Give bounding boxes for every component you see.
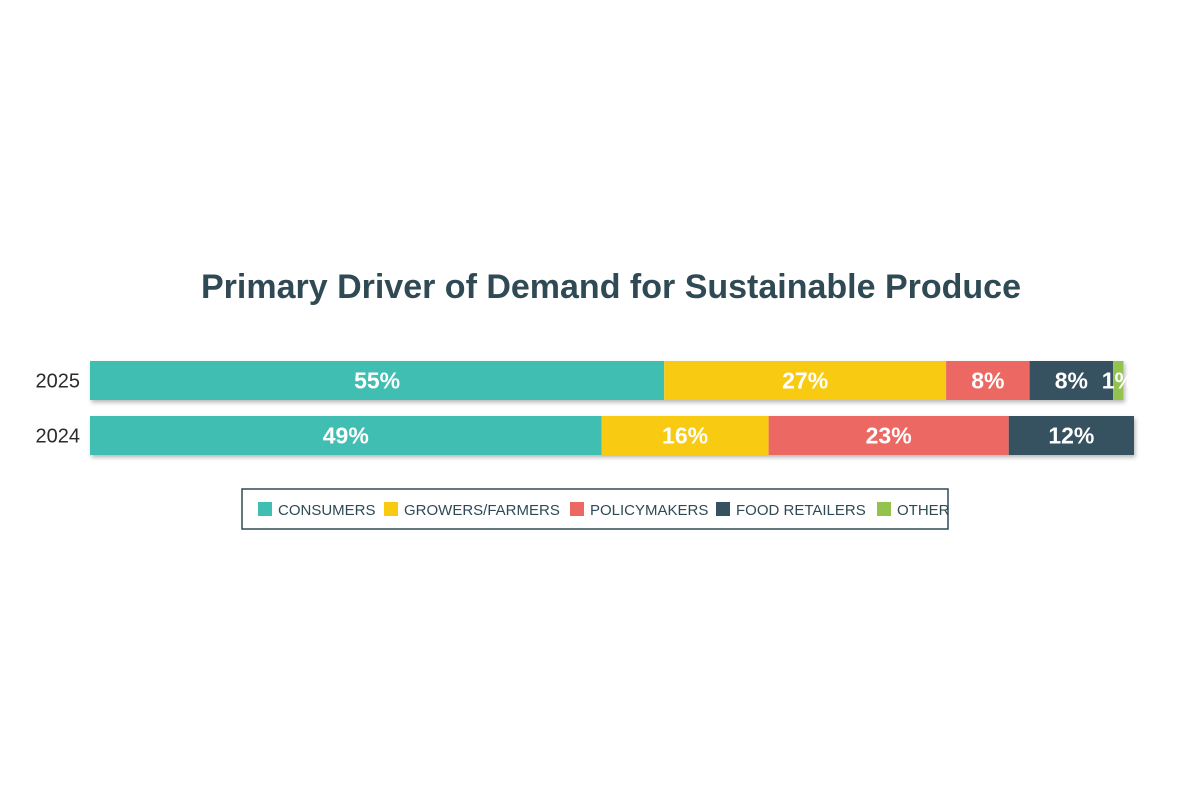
bar-segment-2024-food-retailers (1008, 416, 1134, 455)
legend-box (241, 488, 949, 530)
legend-label-growers-farmers: GROWERS/FARMERS (404, 502, 560, 519)
legend-swatch-other (877, 502, 891, 516)
data-label-2025-consumers: 55% (354, 368, 400, 394)
data-label-2025-other: 1% (1102, 368, 1135, 394)
bar-segment-2024-consumers (90, 416, 602, 455)
bar-segment-2024-growers-farmers (601, 416, 769, 455)
data-label-2025-policymakers: 8% (971, 368, 1004, 394)
chart-title: Primary Driver of Demand for Sustainable… (201, 268, 1021, 306)
bar-segment-2025-growers-farmers (664, 361, 947, 400)
legend-swatch-policymakers (570, 502, 584, 516)
bar-segment-2024-policymakers (768, 416, 1009, 455)
legend-label-other: OTHER (897, 502, 950, 519)
legend-label-consumers: CONSUMERS (278, 502, 376, 519)
legend-label-food-retailers: FOOD RETAILERS (736, 502, 866, 519)
bar-segment-2025-food-retailers (1029, 361, 1114, 400)
legend-swatch-consumers (258, 502, 272, 516)
year-label-2025: 2025 (36, 371, 81, 393)
bar-segment-2025-consumers (90, 361, 665, 400)
legend-label-policymakers: POLICYMAKERS (590, 502, 708, 519)
bar-segment-2025-policymakers (946, 361, 1030, 400)
data-label-2025-growers-farmers: 27% (782, 368, 828, 394)
data-label-2024-growers-farmers: 16% (662, 423, 708, 449)
data-label-2025-food-retailers: 8% (1055, 368, 1088, 394)
bars-group: 2025 55% 27% 8% 8% 1% 2024 49% 16% 23% 12% (36, 361, 1135, 455)
data-label-2024-food-retailers: 12% (1048, 423, 1094, 449)
legend-swatch-food-retailers (716, 502, 730, 516)
legend: CONSUMERS GROWERS/FARMERS POLICYMAKERS FOOD… (241, 488, 950, 530)
year-label-2024: 2024 (36, 426, 81, 448)
bar-segment-2025-other (1113, 361, 1124, 400)
data-label-2024-consumers: 49% (323, 423, 369, 449)
legend-swatch-growers-farmers (384, 502, 398, 516)
data-label-2024-policymakers: 23% (866, 423, 912, 449)
